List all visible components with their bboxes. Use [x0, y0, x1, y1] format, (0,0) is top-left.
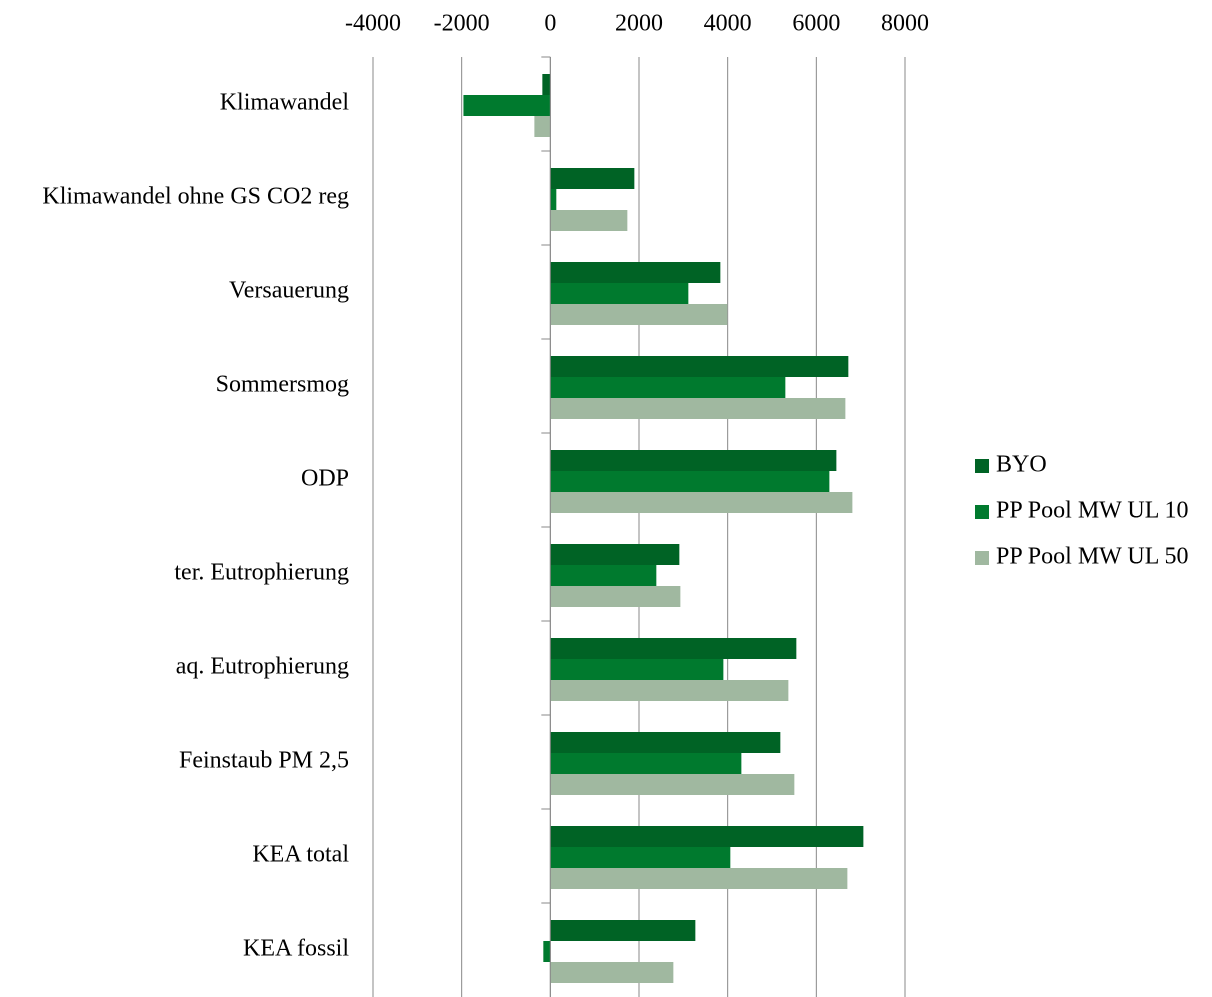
bar [550, 189, 557, 210]
bar [550, 262, 721, 283]
bar [550, 659, 724, 680]
bar [542, 74, 551, 95]
bar [550, 377, 786, 398]
legend-label: PP Pool MW UL 10 [996, 498, 1188, 524]
x-tick-label: 6000 [792, 11, 840, 37]
y-tick-label: aq. Eutrophierung [176, 654, 349, 680]
bar [534, 116, 551, 137]
bar [463, 95, 551, 116]
legend-label: BYO [996, 452, 1047, 478]
bar [550, 868, 848, 889]
bar [550, 492, 853, 513]
bar [550, 356, 849, 377]
y-tick-label: KEA total [252, 842, 349, 868]
bar [550, 680, 789, 701]
y-tick-label: Feinstaub PM 2,5 [179, 748, 349, 774]
y-tick-label: Klimawandel ohne GS CO2 reg [42, 184, 349, 210]
bar [543, 941, 551, 962]
bar [550, 586, 681, 607]
bar [550, 753, 742, 774]
bar [550, 565, 657, 586]
y-tick-label: ter. Eutrophierung [174, 560, 349, 586]
y-tick-label: Klimawandel [220, 90, 350, 116]
bar [550, 638, 797, 659]
legend-label: PP Pool MW UL 50 [996, 544, 1188, 570]
bar [550, 847, 731, 868]
bar [550, 210, 628, 231]
bar [550, 304, 728, 325]
x-tick-label: 0 [544, 11, 556, 37]
bar [550, 962, 674, 983]
bar [550, 168, 635, 189]
bar [550, 450, 837, 471]
bar [550, 283, 689, 304]
bar [550, 471, 830, 492]
bar [550, 544, 680, 565]
bar [550, 398, 846, 419]
x-tick-label: -4000 [345, 11, 401, 37]
bar [550, 774, 795, 795]
bar [550, 920, 696, 941]
legend-swatch [975, 551, 989, 565]
x-tick-label: 4000 [704, 11, 752, 37]
x-tick-label: 8000 [881, 11, 929, 37]
x-tick-label: -2000 [434, 11, 490, 37]
y-tick-label: KEA fossil [243, 936, 349, 962]
y-tick-label: Versauerung [229, 278, 349, 304]
legend-swatch [975, 459, 989, 473]
bar [550, 826, 864, 847]
x-tick-label: 2000 [615, 11, 663, 37]
y-tick-label: ODP [301, 466, 349, 492]
legend-swatch [975, 505, 989, 519]
bar [550, 732, 781, 753]
y-tick-label: Sommersmog [216, 372, 349, 398]
